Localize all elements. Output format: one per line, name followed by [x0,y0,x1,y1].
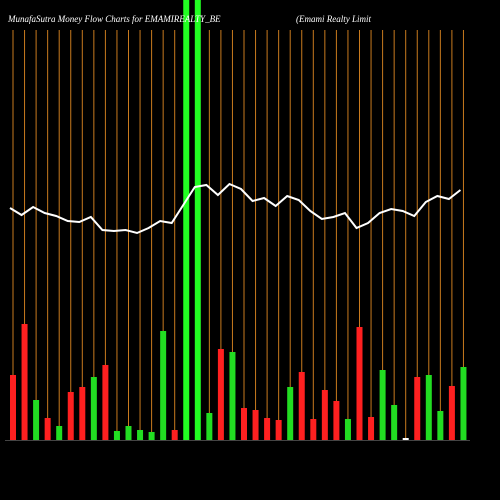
bar [321,390,328,440]
bar [368,417,375,440]
bar [414,377,421,440]
bar [241,408,247,440]
bar [160,331,167,440]
bar [194,0,201,440]
bar [264,418,271,440]
bar [229,352,236,440]
bar [206,413,213,440]
bar [44,418,51,440]
bar [402,438,409,440]
bar [21,324,28,440]
bar [252,410,259,440]
bar [391,405,398,440]
bar [333,401,340,440]
bar [10,375,16,440]
bar [344,419,351,440]
bar [102,365,109,440]
chart-subtitle: (Emami Realty Limit [296,14,371,24]
bar [275,420,282,440]
bar [448,386,455,440]
bar [425,375,432,440]
bar [460,367,467,440]
bar [298,372,305,440]
bar [79,387,86,440]
bar [217,349,224,440]
bar [437,411,444,440]
bar [171,430,178,440]
bar [67,392,74,440]
bar [356,327,363,440]
bar [287,387,294,440]
bar [113,431,120,440]
bar [56,426,63,440]
price-line [9,182,462,235]
bar [379,370,386,440]
bar [90,377,97,440]
bar [125,426,132,440]
bar [310,419,317,440]
bar [148,432,155,440]
bar [183,0,190,440]
bar [137,430,144,440]
chart-title: MunafaSutra Money Flow Charts for EMAMIR… [7,14,221,24]
bar [33,400,40,440]
